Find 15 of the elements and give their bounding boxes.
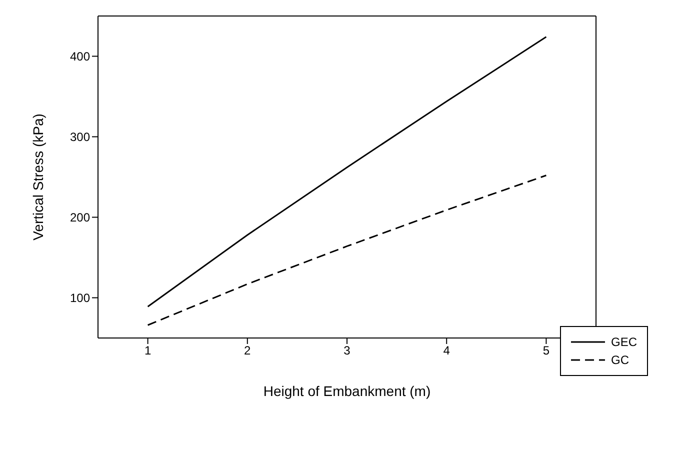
x-tick-label: 2 (244, 344, 252, 358)
x-axis-title: Height of Embankment (m) (263, 383, 431, 399)
x-tick-label: 4 (443, 344, 450, 358)
legend-label: GEC (610, 334, 637, 351)
y-tick-label: 300 (70, 130, 90, 144)
line-series (147, 174, 547, 326)
y-axis-title: Vertical Stress (kPa) (30, 114, 46, 240)
y-tick-label: 400 (70, 50, 90, 64)
x-tick-label: 3 (344, 344, 351, 358)
x-tick-label: 5 (542, 344, 550, 358)
y-tick-label: 200 (70, 210, 90, 225)
line-series (147, 36, 547, 308)
legend-label: GC (610, 352, 629, 369)
x-tick-label: 1 (144, 344, 152, 358)
y-tick-label: 100 (70, 291, 90, 306)
